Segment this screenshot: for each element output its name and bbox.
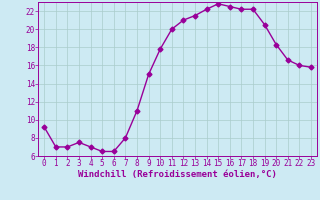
X-axis label: Windchill (Refroidissement éolien,°C): Windchill (Refroidissement éolien,°C) — [78, 170, 277, 179]
